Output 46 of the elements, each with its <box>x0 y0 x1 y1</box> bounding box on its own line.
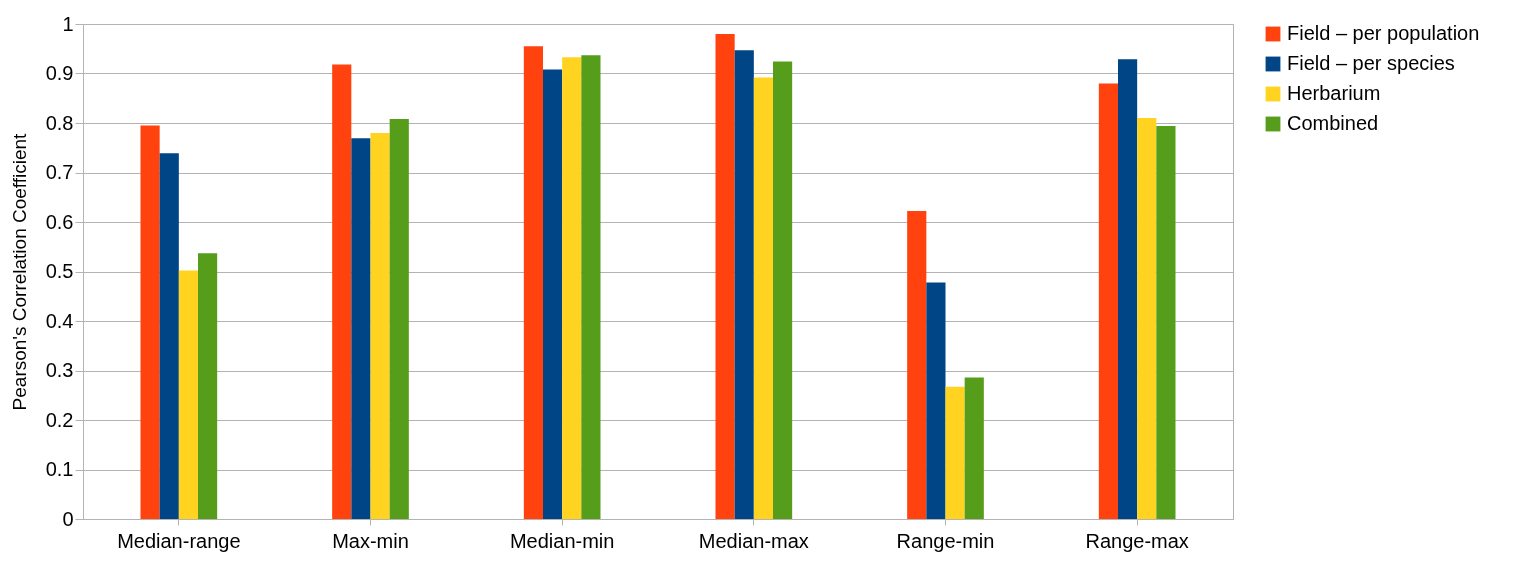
bar <box>926 282 946 519</box>
bar <box>734 50 754 519</box>
bar <box>1098 83 1118 519</box>
y-tick-label: 0.8 <box>45 111 74 134</box>
bar <box>198 253 218 519</box>
bar <box>1156 125 1176 519</box>
y-tick-label: 0.3 <box>45 359 74 381</box>
legend-label: Field – per species <box>1287 52 1455 74</box>
y-tick-label: 1 <box>62 12 74 35</box>
y-tick-label: 0.9 <box>45 62 74 84</box>
bar <box>1118 59 1138 519</box>
y-tick-label: 0.4 <box>45 309 74 332</box>
legend-label: Field – per population <box>1287 22 1480 44</box>
bar <box>140 125 160 519</box>
y-tick-label: 0.7 <box>45 161 74 183</box>
y-axis-title: Pearson's Correlation Coefficient <box>8 132 30 411</box>
bar <box>581 55 601 519</box>
bar <box>351 138 371 519</box>
x-tick-label: Range-min <box>896 529 995 552</box>
x-tick-label: Range-max <box>1085 529 1189 552</box>
bar <box>715 33 735 519</box>
bar <box>370 132 390 519</box>
x-tick-label: Median-max <box>698 529 809 552</box>
x-tick-label: Median-range <box>117 529 241 552</box>
y-tick-label: 0.2 <box>45 408 74 431</box>
y-tick-label: 0 <box>62 507 74 530</box>
y-tick-label: 0.1 <box>45 458 74 480</box>
y-tick-label: 0.6 <box>45 210 74 233</box>
bar <box>178 270 198 519</box>
bar <box>562 57 582 519</box>
x-tick-label: Max-min <box>332 529 409 552</box>
bar <box>907 211 927 519</box>
bar <box>159 153 179 519</box>
bar <box>389 119 409 519</box>
y-tick-label: 0.5 <box>45 260 74 282</box>
bar <box>1137 118 1157 519</box>
bar <box>753 77 773 519</box>
x-tick-label: Median-min <box>509 529 615 552</box>
bar <box>543 69 563 519</box>
bar <box>773 61 793 519</box>
bar <box>964 377 984 519</box>
legend-label: Combined <box>1287 112 1379 134</box>
bar <box>332 64 352 519</box>
bar <box>523 46 543 519</box>
legend-label: Herbarium <box>1287 82 1381 104</box>
bar <box>945 386 965 519</box>
